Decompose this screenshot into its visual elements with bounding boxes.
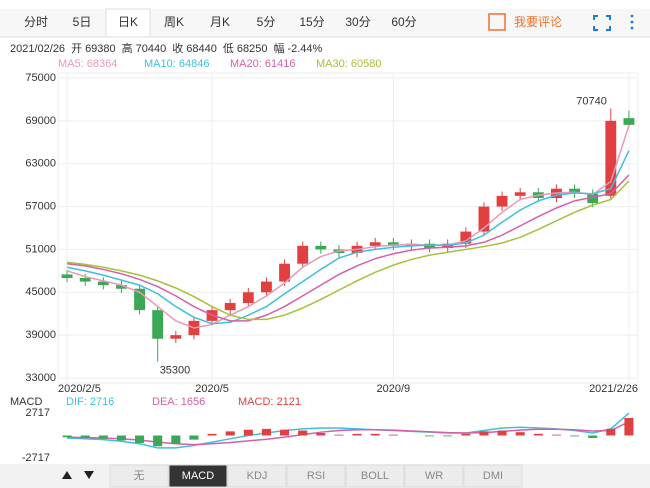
indicator-tab-bg[interactable] xyxy=(404,464,464,488)
indicator-tab-bg[interactable] xyxy=(168,464,228,488)
candle-body xyxy=(279,263,290,282)
x-tick-label: 2020/5 xyxy=(195,383,229,395)
tab-active-bg xyxy=(105,8,151,38)
candle-body xyxy=(387,242,399,246)
up-arrow[interactable] xyxy=(62,471,72,479)
candle-body xyxy=(623,118,635,125)
candle-body xyxy=(61,274,73,278)
info-text: -2.44% xyxy=(287,43,322,55)
tab[interactable]: 60分 xyxy=(391,15,416,29)
candle-body xyxy=(478,206,490,232)
y-tick-label: 2717 xyxy=(26,407,50,419)
candle-body xyxy=(261,281,272,293)
legend-entry: MA30: 60580 xyxy=(316,58,381,70)
menu-icon xyxy=(630,26,634,30)
menu-icon xyxy=(630,20,634,24)
panel-title: MACD xyxy=(10,396,42,408)
y-tick-label: 63000 xyxy=(25,158,56,170)
ma-line xyxy=(66,180,630,321)
tab[interactable]: 5分 xyxy=(257,15,276,29)
legend-entry: DEA: 1656 xyxy=(152,396,205,408)
legend-entry: MA20: 61416 xyxy=(230,58,295,70)
indicator-tab[interactable]: 无 xyxy=(134,470,145,482)
ma-line xyxy=(66,125,630,329)
y-tick-label: -2717 xyxy=(22,452,50,464)
candle-body xyxy=(134,288,145,311)
info-text: 70440 xyxy=(136,43,167,55)
indicator-line xyxy=(67,412,630,449)
candle-body xyxy=(605,120,617,196)
indicator-tab[interactable]: MACD xyxy=(182,470,214,482)
max-annotation: 70740 xyxy=(576,95,607,107)
indicator-tab[interactable]: WR xyxy=(425,470,443,482)
indicator-tab[interactable]: DMI xyxy=(483,470,503,482)
indicator-tab-bg[interactable] xyxy=(227,464,287,488)
info-text: 幅 xyxy=(273,42,284,55)
y-tick-label: 45000 xyxy=(25,286,56,298)
x-tick-label: 2020/2/5 xyxy=(58,383,101,395)
x-tick-label: 2020/9 xyxy=(376,383,410,395)
indicator-tab-bg[interactable] xyxy=(463,464,523,488)
candle-body xyxy=(79,278,91,282)
y-tick-label: 57000 xyxy=(25,200,56,212)
x-tick-label: 2021/2/26 xyxy=(589,383,638,395)
plot-frame xyxy=(57,72,639,384)
candle-body xyxy=(116,285,127,289)
tab[interactable]: 15分 xyxy=(299,15,324,29)
candle-body xyxy=(152,310,164,339)
candle-body xyxy=(569,188,580,194)
y-tick-label: 69000 xyxy=(25,115,56,127)
tab[interactable]: 月K xyxy=(210,15,230,29)
candle-body xyxy=(242,292,254,303)
candle-body xyxy=(315,245,327,250)
indicator-tab-bg[interactable] xyxy=(109,464,169,488)
down-arrow[interactable] xyxy=(84,471,94,479)
candle-body xyxy=(369,242,381,246)
info-text: 68440 xyxy=(186,43,217,55)
tab[interactable]: 分时 xyxy=(24,15,48,29)
info-text: 68250 xyxy=(237,43,268,55)
legend-entry: MA5: 68364 xyxy=(58,58,117,70)
legend-entry: DIF: 2716 xyxy=(66,396,114,408)
ma-line xyxy=(66,150,630,325)
ma-line xyxy=(66,174,630,322)
candle-body xyxy=(460,231,472,244)
info-text: 69380 xyxy=(85,43,116,55)
indicator-tab[interactable]: KDJ xyxy=(247,470,268,482)
tab[interactable]: 周K xyxy=(164,15,184,29)
indicator-tab[interactable]: RSI xyxy=(307,470,325,482)
info-text: 2021/02/26 xyxy=(10,43,65,55)
tab[interactable]: 日K xyxy=(118,15,138,29)
indicator-tab-bg[interactable] xyxy=(286,464,346,488)
info-text: 高 xyxy=(122,41,133,55)
candle-body xyxy=(224,303,236,311)
candle-body xyxy=(170,335,182,339)
info-text: 收 xyxy=(172,41,183,55)
indicator-tab-bg[interactable] xyxy=(345,464,405,488)
y-tick-label: 51000 xyxy=(25,243,56,255)
legend-entry: MA10: 64846 xyxy=(144,58,209,70)
y-tick-label: 33000 xyxy=(25,372,56,384)
candle-body xyxy=(496,195,508,207)
y-tick-label: 75000 xyxy=(25,72,56,84)
menu-icon[interactable] xyxy=(630,14,634,18)
legend-entry: MACD: 2121 xyxy=(238,396,301,408)
candle-body xyxy=(97,281,109,286)
info-text: 低 xyxy=(223,42,234,55)
candle-body xyxy=(297,245,309,264)
fullscreen-icon[interactable] xyxy=(593,15,611,31)
candle-body xyxy=(587,193,599,203)
tab[interactable]: 30分 xyxy=(345,15,370,29)
comment-link[interactable]: 我要评论 xyxy=(514,15,562,29)
indicator-tab[interactable]: BOLL xyxy=(361,470,389,482)
min-annotation: 35300 xyxy=(160,364,191,376)
comment-icon[interactable] xyxy=(488,13,506,31)
tab[interactable]: 5日 xyxy=(73,15,92,29)
info-text: 开 xyxy=(71,43,82,55)
candle-body xyxy=(514,192,526,196)
y-tick-label: 39000 xyxy=(25,329,56,341)
